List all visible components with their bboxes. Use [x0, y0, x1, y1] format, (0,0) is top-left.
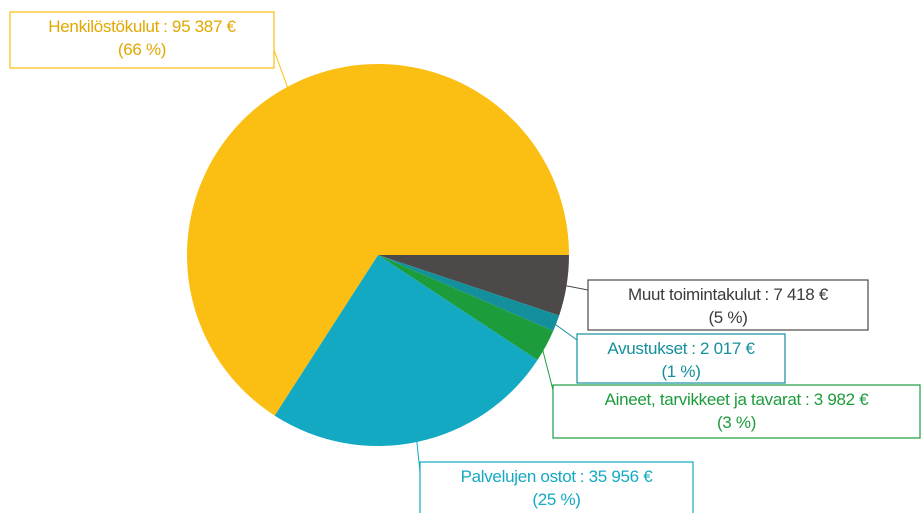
- percent-label: (1 %): [661, 362, 700, 381]
- category-name: Avustukset: [607, 339, 687, 358]
- leader-line: [273, 49, 290, 93]
- label-box: [576, 333, 786, 384]
- pie-slice: [274, 255, 538, 447]
- category-name: Aineet, tarvikkeet ja tavarat: [605, 390, 802, 409]
- percent-label: (3 %): [717, 413, 756, 432]
- leader-line: [550, 320, 578, 341]
- value-label: : 2 017 €: [691, 339, 755, 358]
- pie-slice: [187, 64, 570, 416]
- pie-slice: [378, 255, 554, 361]
- percent-label: (66 %): [118, 40, 166, 59]
- percent-label: (5 %): [708, 308, 747, 327]
- category-name: Henkilöstökulut: [48, 17, 159, 36]
- value-label: : 35 956 €: [580, 467, 653, 486]
- percent-label: (25 %): [532, 490, 580, 509]
- value-label: : 7 418 €: [765, 285, 829, 304]
- leader-line: [540, 343, 554, 391]
- slice-label: Avustukset: 2 017 €: [607, 339, 755, 358]
- slice-label: Aineet, tarvikkeet ja tavarat: 3 982 €: [605, 390, 870, 409]
- category-name: Muut toimintakulut: [628, 285, 761, 304]
- pie-slice: [378, 255, 560, 332]
- value-label: : 95 387 €: [163, 17, 236, 36]
- value-label: : 3 982 €: [805, 390, 869, 409]
- pie-slice: [378, 255, 569, 316]
- category-name: Palvelujen ostot: [461, 467, 577, 486]
- label-box: [419, 461, 694, 513]
- label-box: [9, 11, 275, 69]
- label-box: [552, 384, 921, 439]
- label-box: [587, 279, 869, 331]
- leader-line: [415, 436, 421, 473]
- slice-label: Henkilöstökulut: 95 387 €: [48, 17, 236, 36]
- slice-label: Palvelujen ostot: 35 956 €: [461, 467, 654, 486]
- leader-line: [560, 284, 589, 291]
- slice-label: Muut toimintakulut: 7 418 €: [628, 285, 829, 304]
